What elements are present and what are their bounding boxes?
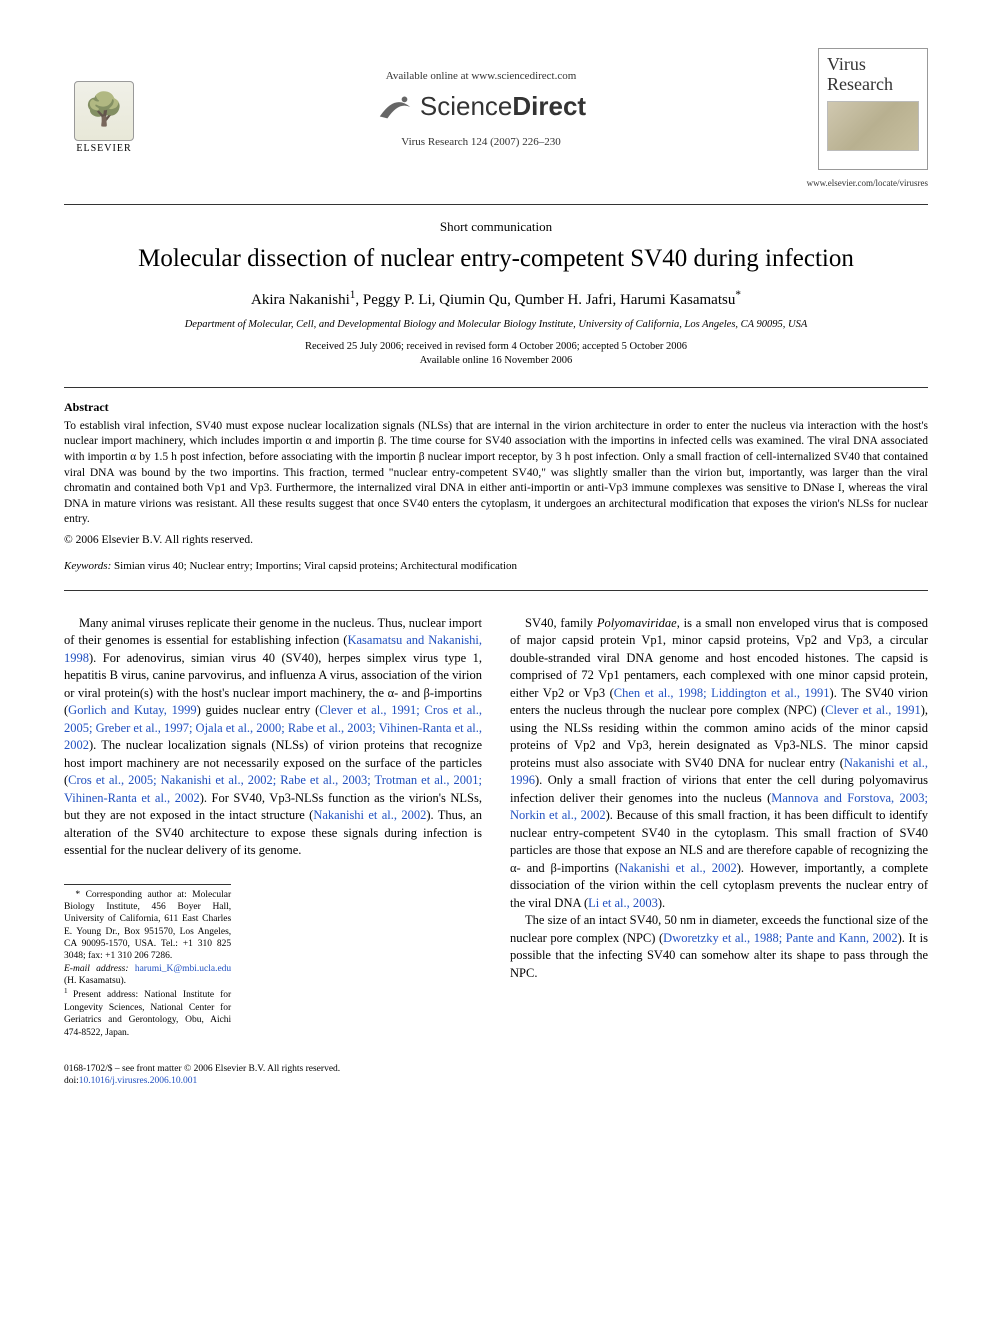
top-divider (64, 204, 928, 205)
present-address-footnote: 1 Present address: National Institute fo… (64, 987, 231, 1039)
keywords-label: Keywords: (64, 560, 111, 572)
cover-title-line1: Virus (827, 55, 919, 75)
article-title: Molecular dissection of nuclear entry-co… (64, 245, 928, 273)
corresponding-footnote: * Corresponding author at: Molecular Bio… (64, 889, 231, 963)
journal-reference: Virus Research 124 (2007) 226–230 (144, 136, 818, 148)
doi-link[interactable]: 10.1016/j.virusres.2006.10.001 (79, 1076, 197, 1086)
col1-para1: Many animal viruses replicate their geno… (64, 615, 482, 860)
ref-link[interactable]: Nakanishi et al., 2002 (313, 808, 426, 822)
affiliation: Department of Molecular, Cell, and Devel… (64, 319, 928, 330)
elsevier-label: ELSEVIER (76, 143, 131, 154)
ref-link[interactable]: Gorlich and Kutay, 1999 (68, 703, 196, 717)
sd-prefix: Science (420, 91, 513, 121)
ref-link[interactable]: Dworetzky et al., 1988; Pante and Kann, … (663, 931, 897, 945)
col2-para2: The size of an intact SV40, 50 nm in dia… (510, 912, 928, 982)
authors: Akira Nakanishi1, Peggy P. Li, Qiumin Qu… (64, 289, 928, 309)
footer: 0168-1702/$ – see front matter © 2006 El… (64, 1063, 482, 1088)
ref-link[interactable]: Li et al., 2003 (588, 896, 658, 910)
left-column: Many animal viruses replicate their geno… (64, 615, 482, 1088)
issn-line: 0168-1702/$ – see front matter © 2006 El… (64, 1063, 482, 1075)
email-link[interactable]: harumi_K@mbi.ucla.edu (135, 964, 231, 974)
abstract-heading: Abstract (64, 400, 928, 415)
available-online-text: Available online at www.sciencedirect.co… (144, 70, 818, 82)
ref-link[interactable]: Clever et al., 1991 (825, 703, 921, 717)
dates-line1: Received 25 July 2006; received in revis… (64, 340, 928, 355)
journal-cover: Virus Research (818, 48, 928, 170)
keywords: Keywords: Simian virus 40; Nuclear entry… (64, 560, 928, 572)
elsevier-logo: ELSEVIER (64, 64, 144, 154)
email-footnote: E-mail address: harumi_K@mbi.ucla.edu (H… (64, 963, 231, 988)
abstract-copyright: © 2006 Elsevier B.V. All rights reserved… (64, 534, 928, 546)
abstract-bottom-divider (64, 590, 928, 591)
dates-line2: Available online 16 November 2006 (64, 354, 928, 369)
journal-cover-title: Virus Research (827, 55, 919, 95)
journal-url: www.elsevier.com/locate/virusres (64, 178, 928, 188)
abstract-text: To establish viral infection, SV40 must … (64, 419, 928, 528)
ref-link[interactable]: Nakanishi et al., 2002 (619, 861, 737, 875)
center-header: Available online at www.sciencedirect.co… (144, 70, 818, 148)
doi-line: doi:10.1016/j.virusres.2006.10.001 (64, 1075, 482, 1087)
page-header: ELSEVIER Available online at www.science… (64, 48, 928, 170)
cover-title-line2: Research (827, 75, 919, 95)
section-type: Short communication (64, 219, 928, 235)
sciencedirect-text: ScienceDirect (420, 91, 586, 122)
sciencedirect-swoosh-icon (376, 88, 414, 126)
body-columns: Many animal viruses replicate their geno… (64, 615, 928, 1088)
sciencedirect-logo: ScienceDirect (144, 88, 818, 126)
footnotes: * Corresponding author at: Molecular Bio… (64, 884, 231, 1039)
col2-para1: SV40, family Polyomaviridae, is a small … (510, 615, 928, 913)
journal-cover-image (827, 101, 919, 151)
article-dates: Received 25 July 2006; received in revis… (64, 340, 928, 369)
keywords-text: Simian virus 40; Nuclear entry; Importin… (111, 560, 517, 572)
elsevier-tree-icon (74, 81, 134, 141)
ref-link[interactable]: Chen et al., 1998; Liddington et al., 19… (614, 686, 830, 700)
right-column: SV40, family Polyomaviridae, is a small … (510, 615, 928, 1088)
sd-suffix: Direct (512, 91, 586, 121)
